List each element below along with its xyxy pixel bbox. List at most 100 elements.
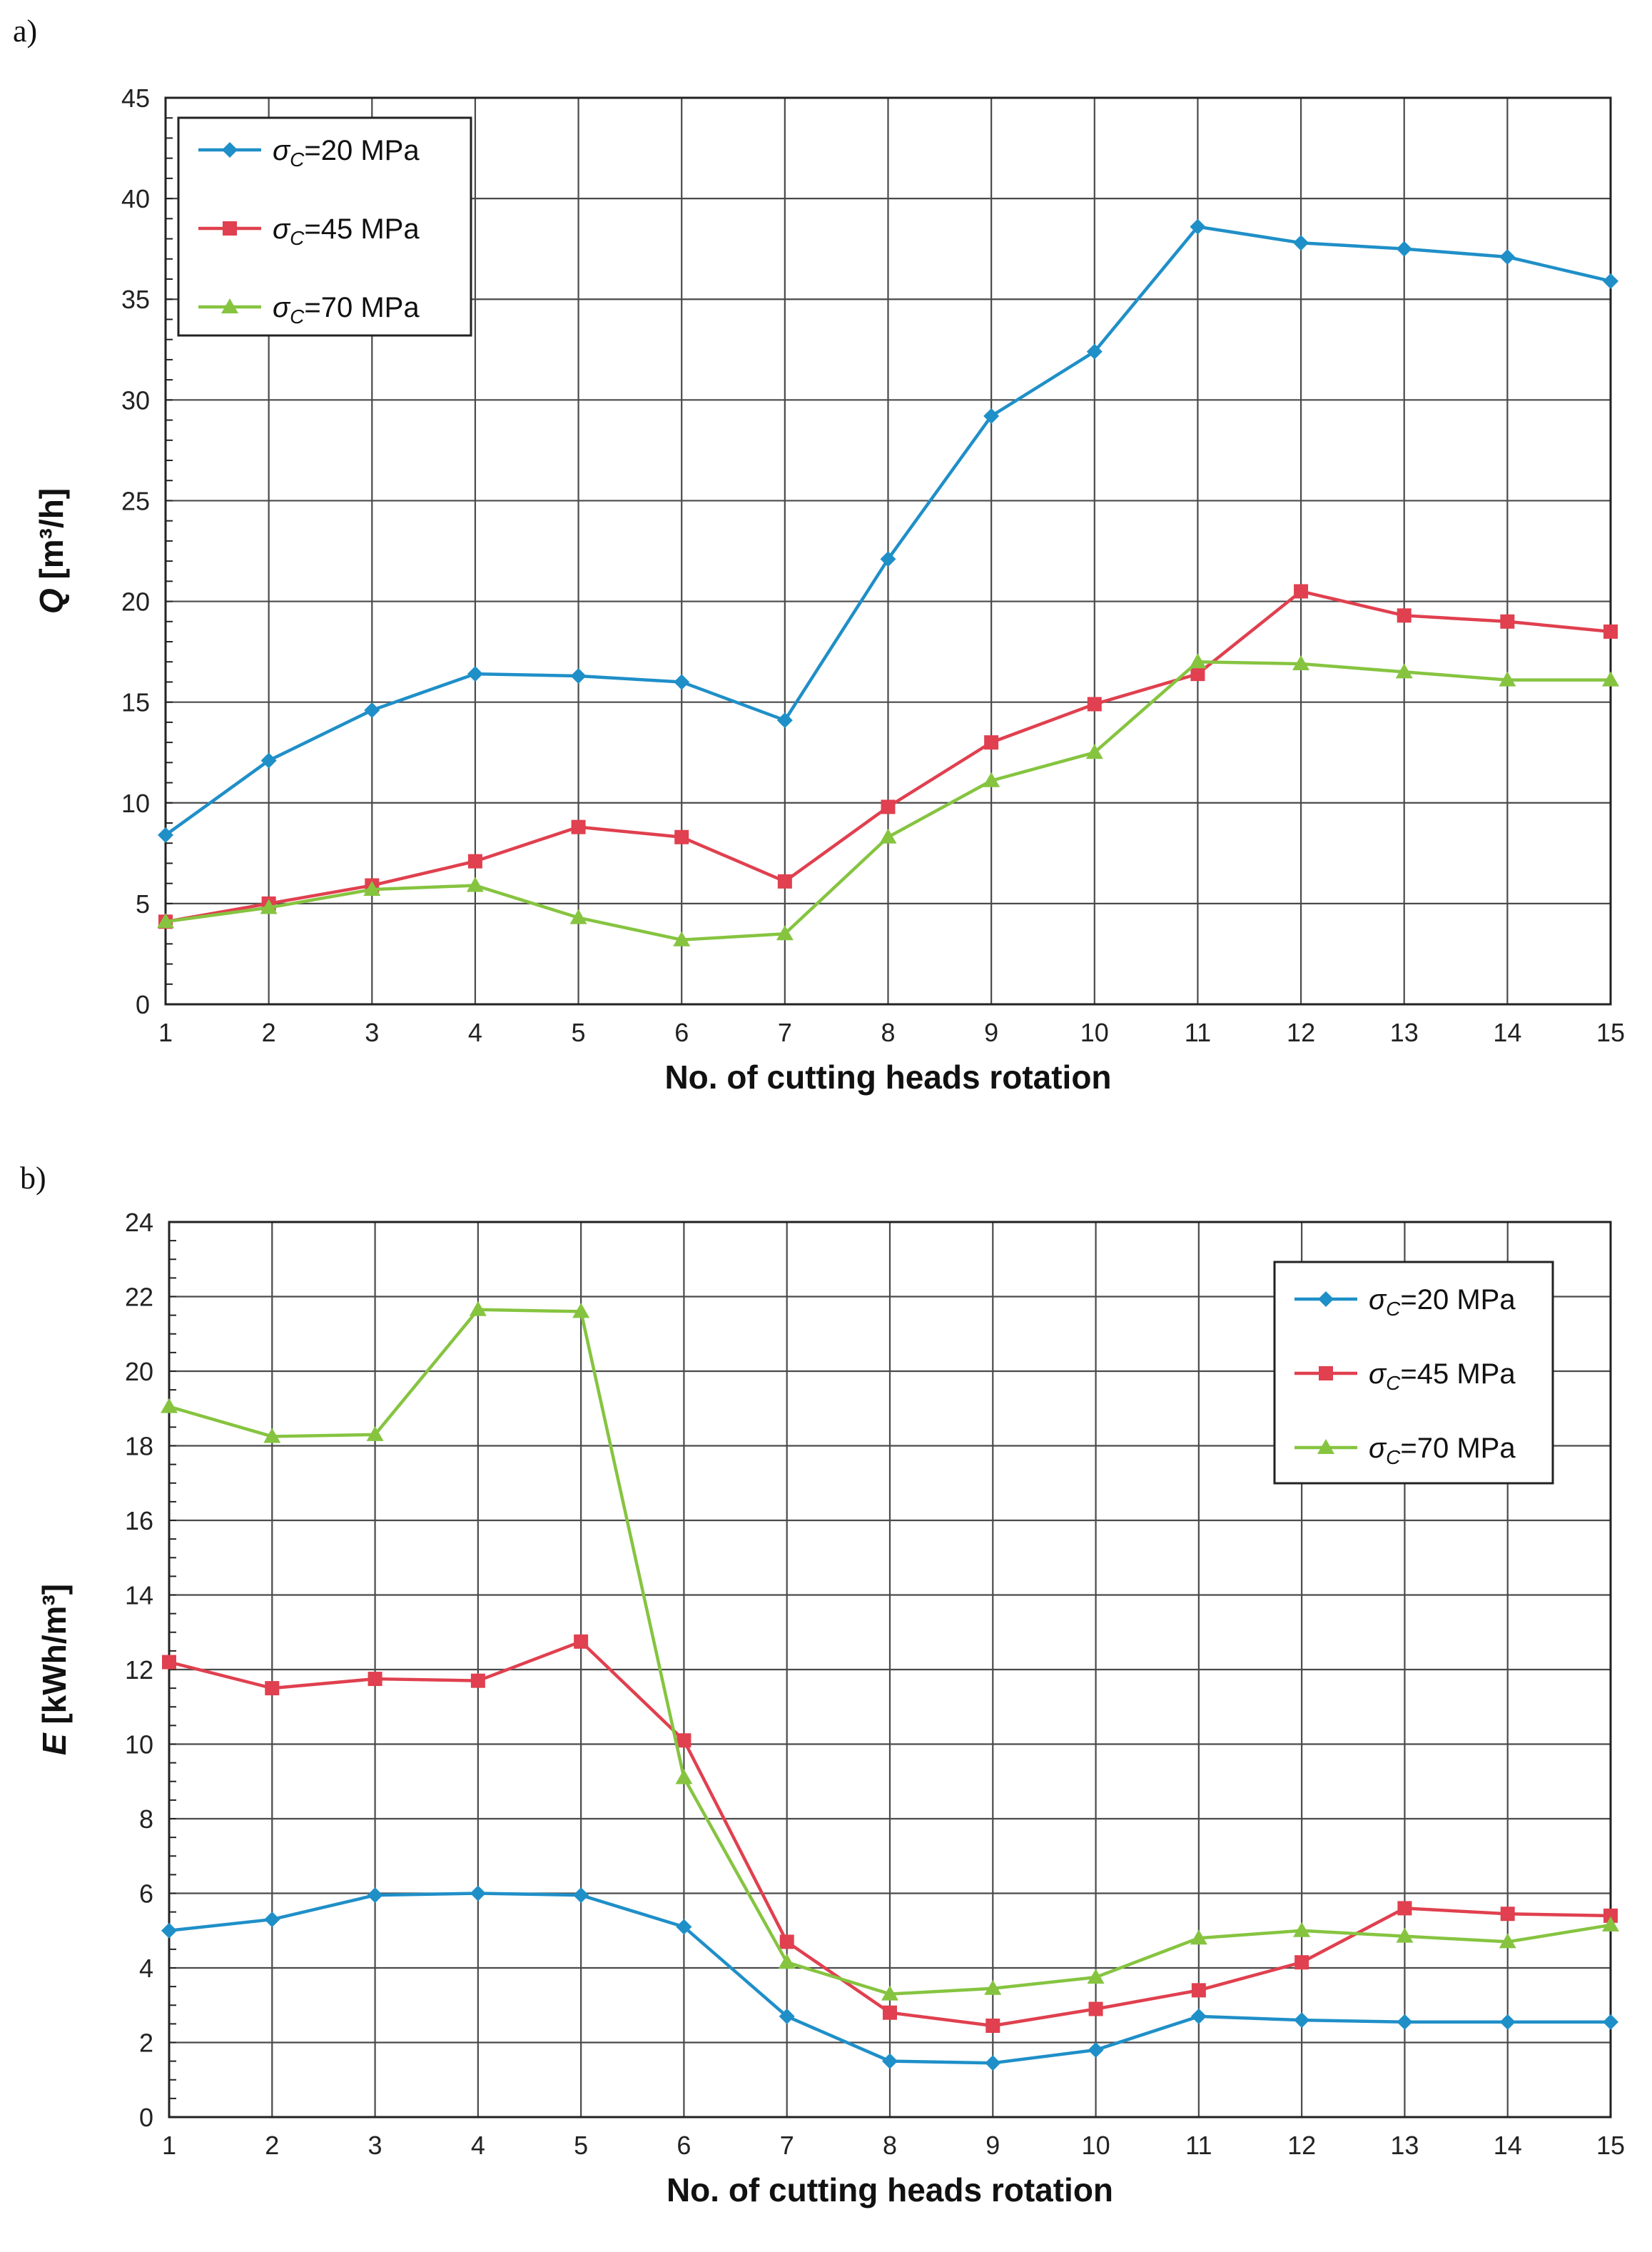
legend-value: =70 MPa (304, 292, 420, 323)
y-axis-variable: E (36, 1732, 73, 1755)
x-tick-label: 7 (780, 2131, 794, 2160)
y-tick-label: 5 (136, 889, 150, 919)
legend-item: σC=45 MPa (198, 213, 420, 249)
legend-label: σC=45 MPa (273, 213, 420, 249)
data-point (1292, 655, 1310, 671)
data-point (1603, 2014, 1618, 2030)
data-point (1602, 1916, 1619, 1932)
data-point (984, 735, 999, 750)
legend-value: =20 MPa (304, 135, 420, 166)
data-point (571, 819, 586, 834)
data-point (881, 799, 896, 814)
x-tick-label: 5 (572, 1018, 586, 1047)
data-point (1191, 1983, 1206, 1998)
data-point (1395, 663, 1413, 679)
y-tick-label: 18 (125, 1432, 153, 1461)
x-tick-label: 2 (265, 2131, 279, 2160)
data-point (1396, 1927, 1414, 1943)
legend-label: σC=20 MPa (1369, 1284, 1516, 1320)
panel-label: b) (20, 1161, 46, 1196)
data-point (1190, 667, 1205, 682)
y-axis-unit: [m³/h] (33, 488, 70, 589)
data-point (1189, 653, 1207, 669)
x-tick-label: 10 (1080, 1018, 1109, 1047)
x-axis-ticks: 1 2 3 4 5 6 7 8 9 10 11 12 13 14 15 (158, 1018, 1625, 1047)
data-point (466, 877, 484, 892)
data-point (1086, 343, 1103, 360)
y-tick-label: 6 (139, 1879, 153, 1909)
legend-sigma: σ (1369, 1358, 1387, 1390)
x-tick-label: 7 (778, 1018, 792, 1047)
x-tick-label: 11 (1185, 2131, 1212, 2160)
legend-marker (1317, 1439, 1334, 1454)
legend-subscript: C (1386, 1446, 1401, 1468)
data-point (1293, 1922, 1311, 1937)
x-tick-label: 1 (162, 2131, 176, 2160)
data-point (569, 909, 587, 924)
y-tick-label: 8 (139, 1804, 153, 1834)
data-point (260, 899, 278, 914)
data-point (1087, 1969, 1105, 1984)
data-point (1397, 1901, 1412, 1916)
data-point (572, 1303, 590, 1318)
y-tick-label: 12 (125, 1655, 153, 1685)
data-point (985, 2018, 1000, 2033)
y-axis-label: Q [m³/h] (33, 488, 70, 614)
x-tick-label: 1 (158, 1018, 173, 1047)
legend-subscript: C (1386, 1372, 1401, 1394)
data-point (1088, 2041, 1104, 2058)
legend-value: =45 MPa (304, 213, 420, 245)
data-point (1603, 1908, 1618, 1923)
data-point (983, 772, 1000, 787)
legend-subscript: C (290, 227, 305, 249)
data-point (1294, 584, 1309, 599)
data-point (573, 1887, 589, 1904)
data-point (1499, 2014, 1516, 2030)
legend-sigma: σ (1369, 1284, 1387, 1316)
data-point (1396, 241, 1412, 257)
legend-label: σC=70 MPa (273, 292, 420, 328)
x-axis-ticks: 1 2 3 4 5 6 7 8 9 10 11 12 13 14 15 (162, 2131, 1625, 2160)
data-point (676, 1919, 692, 1935)
y-tick-label: 16 (125, 1506, 153, 1535)
y-tick-label: 40 (121, 184, 150, 213)
y-tick-label: 45 (121, 84, 150, 113)
data-point (984, 1979, 1002, 1995)
data-point (1293, 235, 1309, 251)
data-point (263, 1428, 281, 1443)
legend-label: σC=45 MPa (1369, 1358, 1516, 1394)
data-point (674, 674, 690, 690)
x-tick-label: 12 (1287, 1018, 1315, 1047)
x-tick-label: 13 (1390, 2131, 1419, 2160)
legend-value: =70 MPa (1400, 1433, 1516, 1464)
x-tick-label: 14 (1493, 1018, 1521, 1047)
data-point (1397, 608, 1412, 623)
y-tick-label: 22 (125, 1283, 153, 1312)
x-tick-label: 8 (881, 1018, 895, 1047)
data-point (467, 854, 482, 869)
data-point (574, 1634, 589, 1649)
legend-marker (221, 298, 238, 313)
data-point (883, 2005, 897, 2020)
data-point (1499, 1933, 1516, 1949)
data-point (779, 1934, 794, 1949)
data-point (470, 1885, 486, 1902)
legend-marker (222, 142, 238, 158)
data-point (162, 1655, 176, 1670)
x-tick-label: 4 (468, 1018, 482, 1047)
y-tick-label: 15 (121, 688, 150, 717)
data-point (1602, 671, 1619, 687)
legend-subscript: C (290, 306, 305, 328)
data-point (363, 881, 381, 897)
data-point (778, 1954, 796, 1969)
data-point (1190, 218, 1206, 235)
data-point (1088, 2001, 1103, 2016)
y-tick-label: 2 (139, 2029, 153, 2058)
series-45mpa (162, 1634, 1618, 2033)
legend-marker (223, 221, 237, 236)
y-tick-label: 35 (121, 285, 150, 314)
data-point (161, 1398, 178, 1413)
legend-item: σC=70 MPa (198, 292, 420, 328)
